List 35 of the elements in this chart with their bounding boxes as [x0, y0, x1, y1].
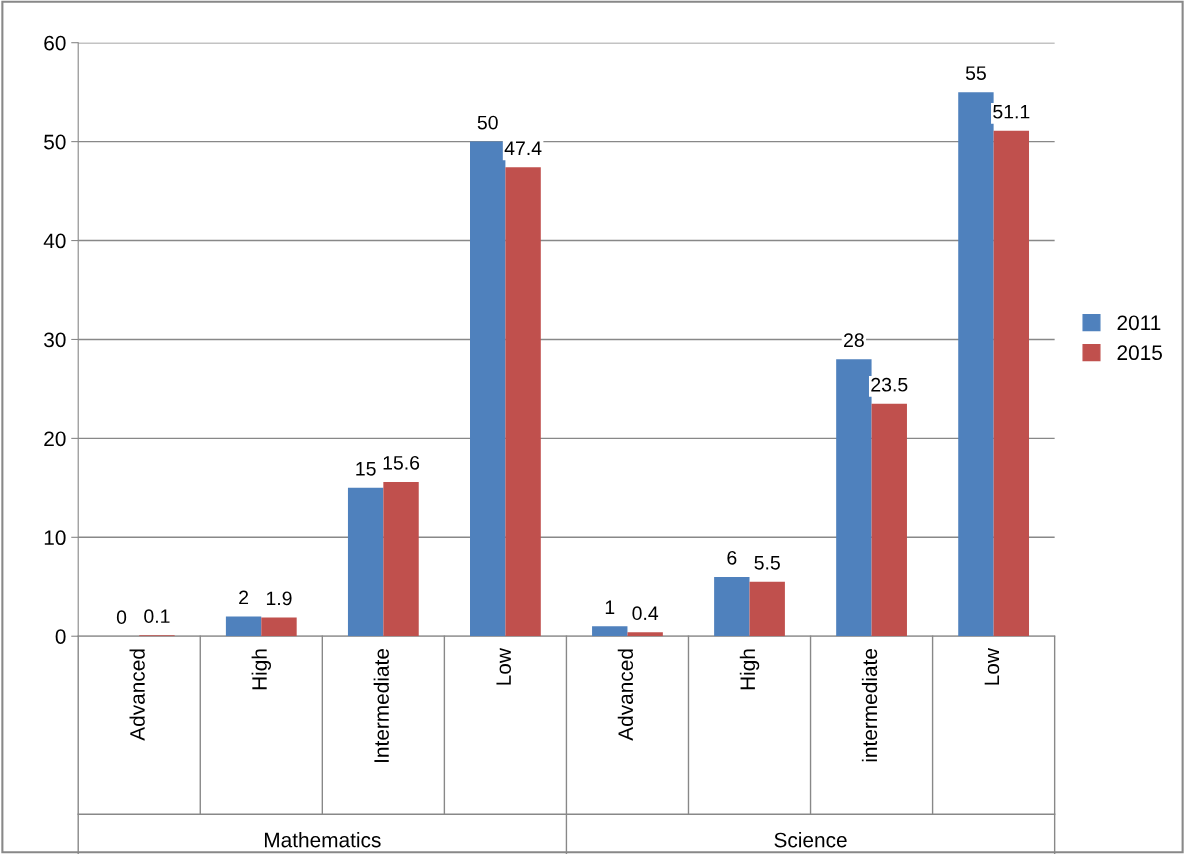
x-tick-label: Advanced — [617, 649, 634, 741]
y-tick-label: 40 — [43, 233, 66, 249]
data-label: 0.1 — [144, 609, 170, 624]
data-label: 5.5 — [754, 556, 780, 570]
data-label: 28 — [844, 333, 864, 348]
data-label: 23.5 — [871, 377, 908, 392]
x-tick-label: intermediate — [861, 649, 878, 762]
data-label: 1 — [605, 600, 615, 614]
x-tick-label: Low — [984, 648, 1000, 685]
data-label: 47.4 — [504, 141, 542, 155]
x-tick-label: High — [739, 649, 760, 690]
y-tick-label: 10 — [44, 530, 66, 546]
data-label: 2 — [239, 590, 249, 605]
legend-label: 2015 — [1117, 345, 1162, 361]
y-tick-label: 0 — [55, 629, 66, 644]
y-tick-label: 50 — [44, 134, 66, 150]
x-tick-label: High — [251, 649, 271, 690]
x-tick-label: Low — [496, 648, 511, 685]
data-label: 55 — [965, 66, 986, 80]
data-label: 0 — [116, 610, 127, 625]
data-label: 0.4 — [632, 606, 659, 621]
data-label: 15.6 — [383, 455, 420, 470]
data-label: 50 — [477, 115, 498, 130]
y-tick-label: 20 — [44, 431, 66, 447]
data-label: 1.9 — [266, 591, 292, 606]
text: Science — [774, 832, 847, 848]
data-label: 51.1 — [993, 105, 1030, 119]
data-label: 15 — [356, 462, 376, 476]
y-tick-label: 30 — [44, 332, 66, 348]
legend-label: 2011 — [1117, 315, 1161, 331]
y-tick-label: 60 — [44, 35, 66, 51]
x-tick-label: Advanced — [129, 649, 145, 741]
data-label: 6 — [727, 550, 737, 565]
text: Mathematics — [264, 832, 381, 848]
x-tick-label: Intermediate — [373, 649, 389, 762]
